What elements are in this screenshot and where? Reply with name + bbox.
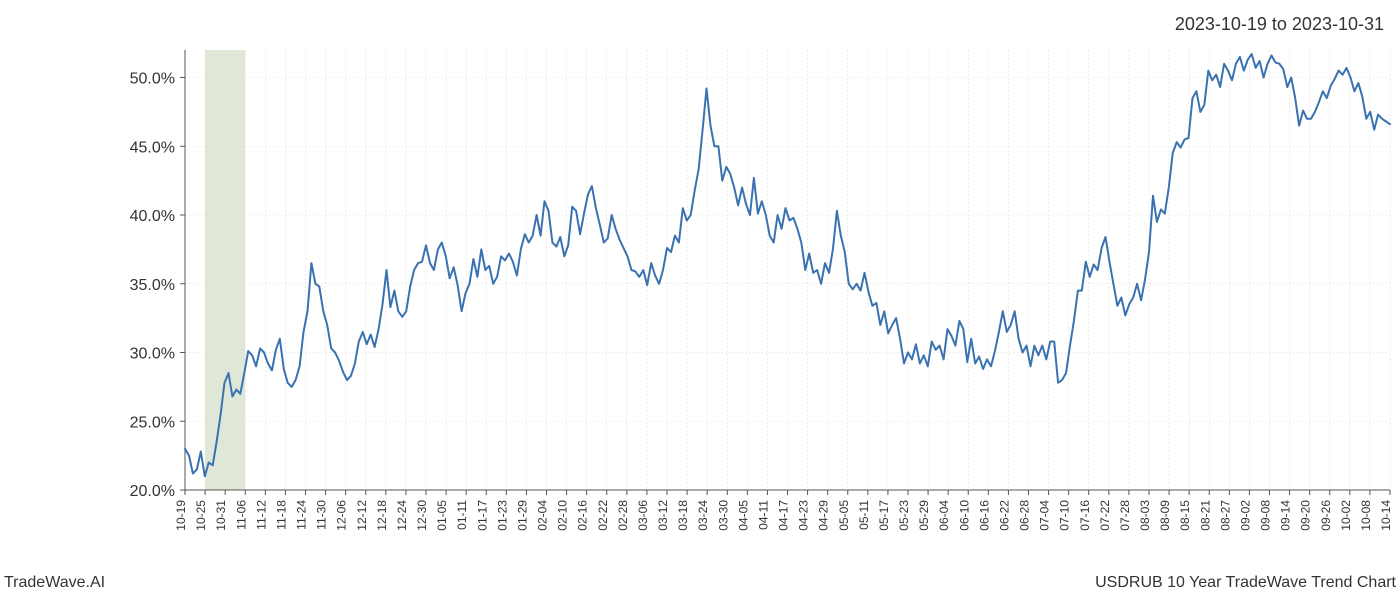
x-axis-tick-label: 08-09 (1158, 500, 1172, 531)
x-axis-tick-label: 01-05 (435, 500, 449, 531)
x-axis-tick-label: 02-04 (536, 500, 550, 531)
chart-svg: 20.0% 25.0% 30.0% 35.0% 40.0% 45.0% 50.0% 10-19… (0, 0, 1400, 600)
x-axis-tick-label: 02-28 (616, 500, 630, 531)
x-axis-tick-label: 06-28 (1018, 500, 1032, 531)
x-axis-tick-label: 01-17 (475, 500, 489, 531)
y-axis-tick-label: 20.0% (130, 483, 175, 500)
x-axis-tick-label: 03-12 (656, 500, 670, 531)
x-axis-tick-label: 09-26 (1319, 500, 1333, 531)
x-axis-tick-label: 12-30 (415, 500, 429, 531)
x-axis-tick-label: 02-22 (596, 500, 610, 531)
x-axis-tick-label: 05-17 (877, 500, 891, 531)
x-axis-tick-label: 10-25 (194, 500, 208, 531)
y-axis-tick-label: 30.0% (130, 346, 175, 363)
x-axis-tick-label: 04-17 (777, 500, 791, 531)
x-axis-tick-label: 11-24 (295, 500, 309, 530)
x-axis-tick-label: 11-30 (315, 500, 329, 530)
date-range-label: 2023-10-19 to 2023-10-31 (1175, 14, 1384, 35)
x-axis-tick-label: 11-18 (274, 500, 288, 530)
x-axis-tick-label: 03-24 (696, 500, 710, 531)
x-axis-tick-label: 09-08 (1259, 500, 1273, 531)
y-axis-tick-label: 40.0% (130, 208, 175, 225)
x-axis-tick-label: 07-10 (1058, 500, 1072, 531)
y-axis-tick-label: 45.0% (130, 139, 175, 156)
x-axis-tick-label: 12-12 (355, 500, 369, 531)
x-axis-tick-label: 06-10 (957, 500, 971, 531)
x-axis-tick-label: 07-28 (1118, 500, 1132, 531)
x-axis-tick-label: 10-02 (1339, 500, 1353, 531)
x-axis-tick-label: 05-05 (837, 500, 851, 531)
x-axis-tick-label: 05-29 (917, 500, 931, 531)
x-axis-tick-label: 10-14 (1379, 500, 1393, 531)
x-axis-tick-label: 02-10 (556, 500, 570, 531)
x-axis-tick-label: 03-30 (716, 500, 730, 531)
x-axis-tick-label: 02-16 (576, 500, 590, 531)
x-axis-tick-label: 10-19 (174, 500, 188, 531)
x-axis-tick-label: 10-31 (214, 500, 228, 531)
x-axis-tick-label: 09-20 (1299, 500, 1313, 531)
x-axis-tick-label: 04-23 (797, 500, 811, 531)
x-axis-tick-label: 12-18 (375, 500, 389, 531)
x-axis-tick-label: 05-11 (857, 500, 871, 530)
x-axis-tick-label: 06-22 (997, 500, 1011, 531)
x-axis-tick-label: 05-23 (897, 500, 911, 531)
x-axis-tick-label: 11-06 (234, 500, 248, 530)
x-axis-tick-label: 03-06 (636, 500, 650, 531)
x-axis-tick-label: 01-23 (495, 500, 509, 531)
x-axis-tick-label: 04-05 (736, 500, 750, 531)
x-axis-tick-label: 08-03 (1138, 500, 1152, 531)
x-axis-tick-label: 08-27 (1218, 500, 1232, 531)
footer-brand: TradeWave.AI (4, 574, 105, 592)
x-axis-tick-label: 09-02 (1238, 500, 1252, 531)
x-axis-tick-label: 11-12 (254, 500, 268, 530)
y-axis-tick-label: 50.0% (130, 71, 175, 88)
x-axis-tick-label: 01-29 (515, 500, 529, 531)
x-axis-tick-label: 04-29 (817, 500, 831, 531)
x-axis-tick-label: 08-15 (1178, 500, 1192, 531)
x-axis-tick-label: 06-04 (937, 500, 951, 531)
x-axis-tick-label: 07-04 (1038, 500, 1052, 531)
x-axis-tick-label: 07-16 (1078, 500, 1092, 531)
x-axis-tick-label: 04-11 (756, 500, 770, 530)
x-axis-tick-label: 03-18 (676, 500, 690, 531)
x-axis-tick-label: 10-08 (1359, 500, 1373, 531)
y-axis-tick-label: 35.0% (130, 277, 175, 294)
x-axis-tick-label: 06-16 (977, 500, 991, 531)
footer-chart-title: USDRUB 10 Year TradeWave Trend Chart (1095, 574, 1396, 592)
x-axis-tick-label: 12-06 (335, 500, 349, 531)
x-axis-tick-label: 08-21 (1198, 500, 1212, 531)
x-axis-tick-label: 07-22 (1098, 500, 1112, 531)
x-axis-tick-label: 12-24 (395, 500, 409, 531)
x-axis-tick-label: 09-14 (1279, 500, 1293, 531)
trend-chart-container: 2023-10-19 to 2023-10-31 20.0% 25.0% 30.0%… (0, 0, 1400, 600)
y-axis-tick-label: 25.0% (130, 414, 175, 431)
x-axis-tick-label: 01-11 (455, 500, 469, 530)
